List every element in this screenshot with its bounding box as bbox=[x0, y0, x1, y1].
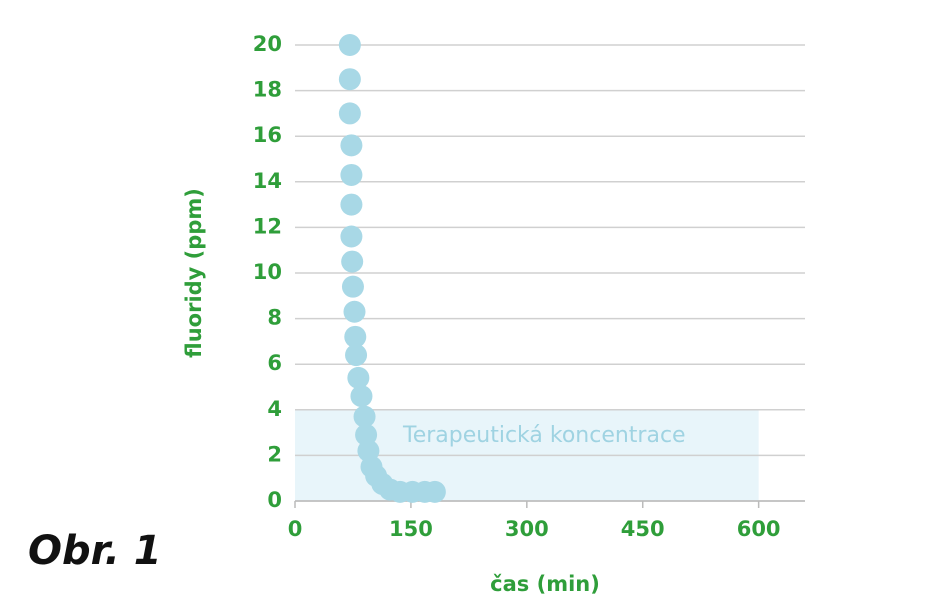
y-axis-label: fluoridy (ppm) bbox=[182, 188, 206, 358]
y-tick-label: 12 bbox=[253, 214, 282, 238]
y-tick-label: 8 bbox=[267, 306, 282, 330]
data-point bbox=[353, 405, 376, 428]
x-tick-label: 600 bbox=[737, 517, 781, 541]
data-point bbox=[341, 250, 364, 273]
x-tick-label: 150 bbox=[389, 517, 433, 541]
x-tick-label: 450 bbox=[621, 517, 665, 541]
y-tick-label: 4 bbox=[267, 397, 282, 421]
y-tick-label: 10 bbox=[253, 260, 282, 284]
data-point bbox=[340, 163, 363, 186]
x-tick-label: 0 bbox=[288, 517, 303, 541]
figure-label: Obr. 1 bbox=[28, 528, 162, 574]
data-point bbox=[340, 225, 363, 248]
data-point bbox=[338, 34, 361, 56]
y-tick-label: 20 bbox=[253, 32, 282, 56]
data-point bbox=[350, 385, 373, 408]
data-point bbox=[340, 134, 363, 157]
data-point bbox=[344, 325, 367, 348]
x-tick-label: 300 bbox=[505, 517, 549, 541]
data-point bbox=[338, 68, 361, 91]
data-point bbox=[338, 102, 361, 125]
y-tick-label: 6 bbox=[267, 351, 282, 375]
data-point bbox=[340, 193, 363, 216]
y-tick-label: 2 bbox=[267, 442, 282, 466]
y-tick-label: 18 bbox=[253, 78, 282, 102]
y-tick-label: 16 bbox=[253, 123, 282, 147]
band-label: Terapeutická koncentrace bbox=[402, 423, 686, 448]
data-point bbox=[341, 275, 364, 298]
x-axis-label: čas (min) bbox=[490, 572, 600, 596]
y-tick-label: 14 bbox=[253, 169, 282, 193]
data-point bbox=[345, 344, 368, 367]
data-point bbox=[423, 480, 446, 503]
y-tick-label: 0 bbox=[267, 488, 282, 512]
data-point bbox=[347, 366, 370, 389]
data-point bbox=[343, 300, 366, 323]
